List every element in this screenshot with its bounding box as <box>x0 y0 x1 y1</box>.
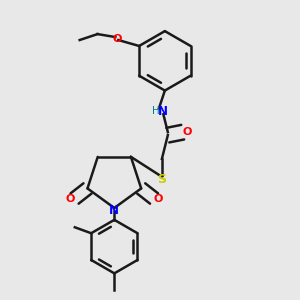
Text: H: H <box>152 106 160 116</box>
Text: O: O <box>112 34 122 44</box>
Text: S: S <box>158 173 166 186</box>
Text: N: N <box>158 105 168 118</box>
Text: O: O <box>65 194 75 203</box>
Text: O: O <box>182 127 192 137</box>
Text: O: O <box>154 194 163 203</box>
Text: N: N <box>109 204 119 218</box>
